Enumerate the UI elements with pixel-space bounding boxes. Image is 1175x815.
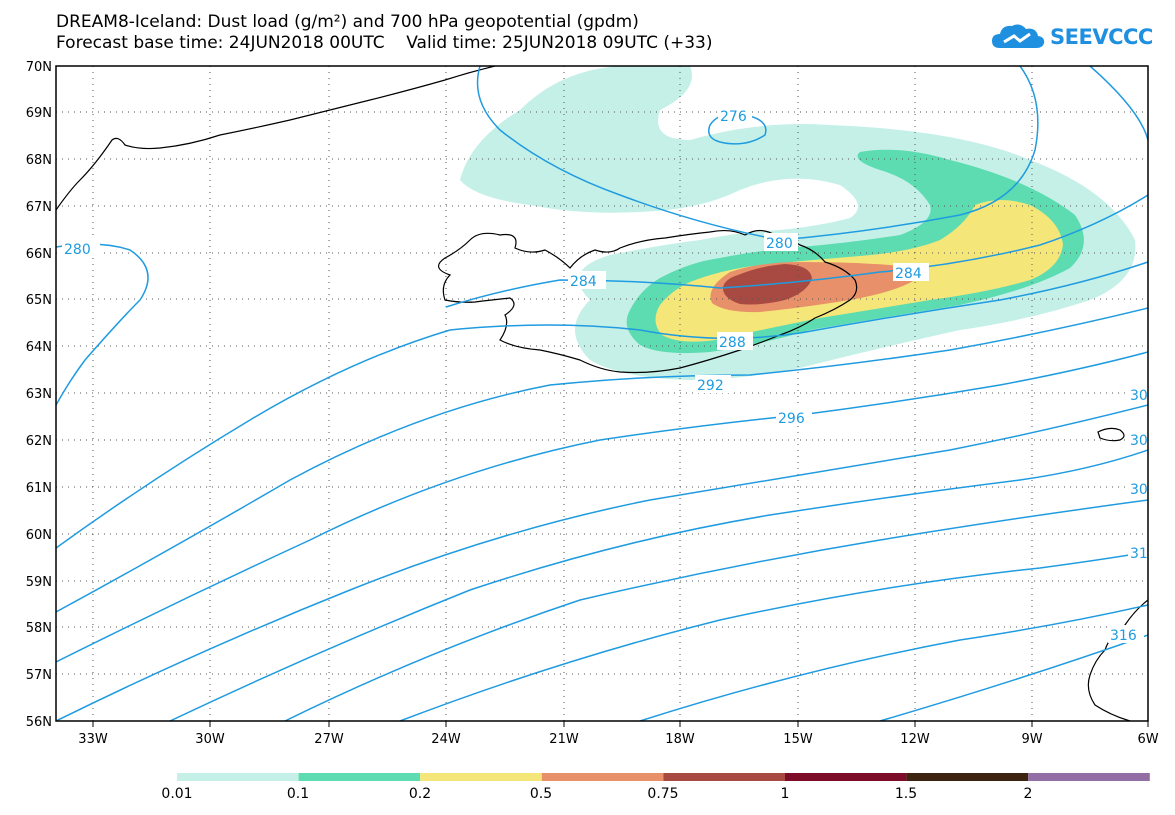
longitude-labels: 33W 30W 27W 24W 21W 18W 15W 12W 9W 6W <box>78 732 1158 747</box>
axis-ticks <box>92 721 1149 727</box>
lat-label: 67N <box>26 200 52 215</box>
colorbar <box>177 773 1150 781</box>
colorbar-swatch <box>420 773 542 781</box>
contour-label: 280 <box>766 236 793 252</box>
colorbar-tick: 1 <box>780 786 790 802</box>
contour-label: 316 <box>1110 628 1137 644</box>
colorbar-swatch <box>663 773 785 781</box>
colorbar-tick: 0.2 <box>408 786 432 802</box>
iceland-coast <box>438 229 858 374</box>
contour-label: 292 <box>697 378 724 394</box>
lon-label: 33W <box>78 732 108 747</box>
colorbar-tick: 0.01 <box>161 786 193 802</box>
colorbar-swatch <box>298 773 421 781</box>
contour-label: 284 <box>895 266 922 282</box>
map-frame <box>55 65 1149 722</box>
colorbar-swatch <box>177 773 299 781</box>
coastline <box>56 66 1148 721</box>
contour-label: 296 <box>778 411 805 427</box>
colorbar-tick: 0.5 <box>529 786 553 802</box>
lon-label: 24W <box>431 732 461 747</box>
latitude-labels: 70N 69N 68N 67N 66N 65N 64N 63N 62N 61N … <box>26 60 52 730</box>
lon-label: 9W <box>1021 732 1042 747</box>
colorbar-tick: 0.75 <box>647 786 679 802</box>
contour-label: 31 <box>1130 546 1148 562</box>
geopotential-contours <box>56 66 1148 721</box>
colorbar-swatch <box>906 773 1029 781</box>
greenland-coast <box>56 66 496 211</box>
colorbar-swatch <box>1028 773 1150 781</box>
contour-label: 280 <box>64 242 91 258</box>
lat-label: 69N <box>26 106 52 121</box>
lat-label: 56N <box>26 715 52 730</box>
colorbar-tick: 0.1 <box>286 786 310 802</box>
contour-label: 30 <box>1130 433 1148 449</box>
map-area: 276 280 280 284 284 288 292 296 30 30 30… <box>56 66 1148 721</box>
lon-label: 15W <box>783 732 813 747</box>
colorbar-swatch <box>785 773 907 781</box>
lon-label: 30W <box>195 732 225 747</box>
lat-label: 62N <box>26 434 52 449</box>
lon-label: 12W <box>900 732 930 747</box>
colorbar-tick: 1.5 <box>894 786 918 802</box>
colorbar-swatch <box>541 773 664 781</box>
faroe-coast <box>1097 427 1125 442</box>
map-subtitle: Forecast base time: 24JUN2018 00UTC Vali… <box>56 33 713 53</box>
lat-label: 58N <box>26 621 52 636</box>
lat-label: 65N <box>26 293 52 308</box>
logo-text: SEEVCCC <box>1050 25 1153 49</box>
scotland-coast <box>1087 599 1148 721</box>
lat-label: 63N <box>26 387 52 402</box>
lat-label: 68N <box>26 153 52 168</box>
contour-label: 30 <box>1130 482 1148 498</box>
contour-label: 288 <box>719 335 746 351</box>
lat-label: 60N <box>26 528 52 543</box>
lat-label: 59N <box>26 575 52 590</box>
seevccc-logo: SEEVCCC <box>990 22 1153 52</box>
contour-label: 276 <box>720 109 747 125</box>
lon-label: 18W <box>665 732 695 747</box>
cloud-icon <box>992 24 1045 48</box>
lat-label: 70N <box>26 60 52 75</box>
contour-label: 30 <box>1130 388 1148 404</box>
contour-label: 284 <box>570 274 597 290</box>
lat-label: 61N <box>26 481 52 496</box>
lat-label: 57N <box>26 668 52 683</box>
lon-label: 6W <box>1137 732 1158 747</box>
map-title: DREAM8-Iceland: Dust load (g/m²) and 700… <box>56 12 639 32</box>
lat-label: 66N <box>26 247 52 262</box>
contour-labels: 276 280 280 284 284 288 292 296 30 30 30… <box>62 106 1148 644</box>
lat-label: 64N <box>26 340 52 355</box>
lon-label: 21W <box>549 732 579 747</box>
colorbar-tick: 2 <box>1023 786 1033 802</box>
lon-label: 27W <box>314 732 344 747</box>
